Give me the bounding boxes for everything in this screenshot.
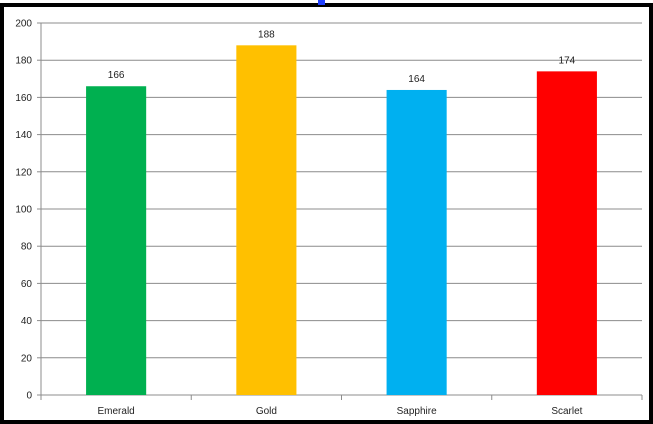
y-tick-label: 140 (15, 130, 32, 141)
y-tick-label: 40 (21, 316, 33, 327)
data-label: 174 (559, 55, 576, 66)
bar-sapphire (386, 89, 447, 396)
y-tick-label: 160 (15, 93, 32, 104)
y-tick-label: 0 (26, 391, 32, 402)
y-tick-label: 120 (15, 167, 32, 178)
bar-gold (236, 45, 297, 395)
bars (86, 45, 597, 396)
y-tick-label: 20 (21, 353, 33, 364)
data-label: 188 (258, 29, 275, 40)
data-label: 166 (108, 70, 125, 81)
x-tick-label: Sapphire (397, 406, 437, 417)
labels: 0 20 40 60 80 100 120 140 160 180 200 166 Emerald 188… (15, 19, 582, 418)
x-tick-label: Scarlet (551, 406, 582, 417)
title-accent-mark (318, 0, 325, 5)
x-tick-label: Gold (256, 406, 277, 417)
y-tick-label: 200 (15, 19, 32, 30)
bar-scarlet (536, 71, 597, 396)
y-tick-label: 60 (21, 279, 33, 290)
bar-emerald (86, 86, 147, 396)
data-label: 164 (408, 74, 425, 85)
y-tick-label: 100 (15, 205, 32, 216)
x-tick-label: Emerald (98, 406, 135, 417)
y-tick-label: 80 (21, 242, 33, 253)
y-tick-label: 180 (15, 56, 32, 67)
